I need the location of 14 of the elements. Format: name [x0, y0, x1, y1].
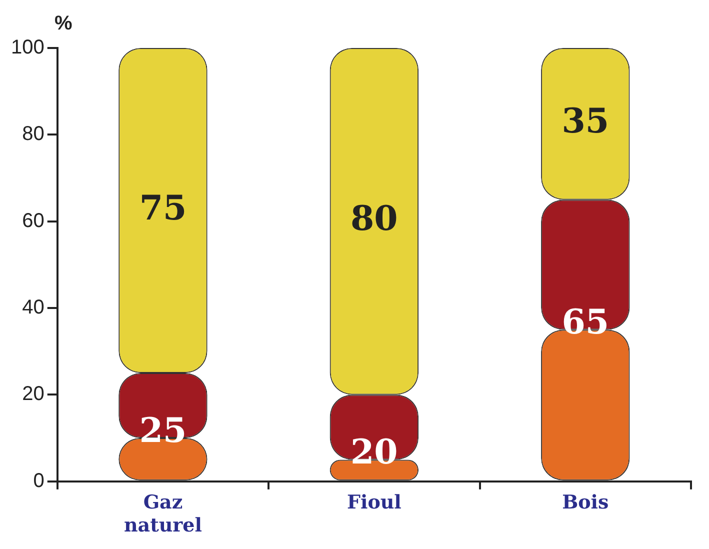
y-tick-label: 80: [22, 123, 44, 146]
y-tick-label: 20: [22, 383, 44, 406]
data-label: 80: [350, 199, 398, 240]
x-tick-label: Fioul: [346, 492, 402, 514]
data-label: 75: [139, 188, 187, 228]
y-tick-label: 100: [10, 36, 44, 59]
y-axis-title: %: [54, 12, 72, 35]
y-tick-label: 0: [33, 470, 44, 492]
y-tick-label: 60: [22, 210, 44, 232]
x-tick-label: Bois: [562, 492, 609, 514]
data-label: 35: [562, 102, 610, 142]
annotation: 25: [139, 410, 187, 451]
x-tick-label: Gaz naturel: [124, 492, 202, 537]
y-tick-label: 40: [22, 296, 44, 319]
